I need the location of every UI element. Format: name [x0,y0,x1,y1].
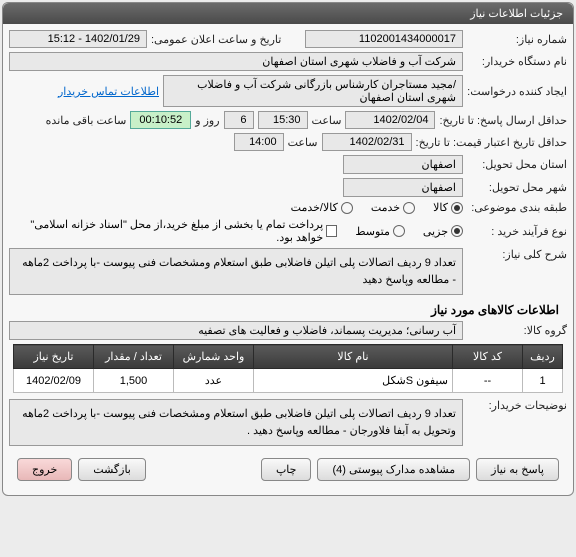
need-desc-label: شرح کلی نیاز: [467,248,567,261]
checkbox-label: پرداخت تمام یا بخشی از مبلغ خرید،از محل … [9,218,323,244]
checkbox-icon [326,225,337,237]
cell-date: 1402/02/09 [14,369,94,393]
cell-qty: 1,500 [94,369,174,393]
remaining-label: ساعت باقی مانده [46,114,127,127]
city-field: اصفهان [343,178,463,197]
radio-khadamat-label: خدمت [371,201,400,214]
days-label: روز و [195,114,219,127]
panel-title: جزئیات اطلاعات نیاز [3,3,573,24]
province-field: اصفهان [343,155,463,174]
th-code: کد کالا [453,345,523,369]
need-no-label: شماره نیاز: [467,33,567,46]
deadline-label: حداقل ارسال پاسخ: تا تاریخ: [439,114,567,127]
deadline-date: 1402/02/04 [345,111,435,129]
validity-time: 14:00 [234,133,284,151]
announce-field: 1402/01/29 - 15:12 [9,30,147,48]
radio-dot-icon [451,225,463,237]
respond-button[interactable]: پاسخ به نیاز [476,458,559,481]
radio-dot-icon [393,225,405,237]
attachments-button[interactable]: مشاهده مدارک پیوستی (4) [317,458,470,481]
radio-dot-icon [451,202,463,214]
details-panel: جزئیات اطلاعات نیاز شماره نیاز: 11020014… [2,2,574,496]
category-radios: کالا خدمت کالا/خدمت [291,201,463,214]
buy-type-radios: جزیی متوسط پرداخت تمام یا بخشی از مبلغ خ… [9,218,463,244]
radio-khadamat[interactable]: خدمت [371,201,415,214]
creator-field: /مجید مستاجران کارشناس بازرگانی شرکت آب … [163,75,463,107]
goods-section-title: اطلاعات کالاهای مورد نیاز [9,299,567,321]
table-header-row: ردیف کد کالا نام کالا واحد شمارش تعداد /… [14,345,563,369]
buy-type-label: نوع فرآیند خرید : [467,225,567,238]
th-unit: واحد شمارش [174,345,254,369]
buyer-label: نام دستگاه خریدار: [467,55,567,68]
validity-date: 1402/02/31 [322,133,412,151]
radio-kala-khadamat[interactable]: کالا/خدمت [291,201,353,214]
time-label-2: ساعت [288,136,318,149]
buyer-note: تعداد 9 ردیف اتصالات پلی اتیلن فاضلابی ط… [9,399,463,446]
radio-kala[interactable]: کالا [433,201,463,214]
radio-middle-label: متوسط [355,225,390,238]
th-date: تاریخ نیاز [14,345,94,369]
countdown: 00:10:52 [130,111,191,129]
buyer-field: شرکت آب و فاضلاب شهری استان اصفهان [9,52,463,71]
th-qty: تعداد / مقدار [94,345,174,369]
goods-group-label: گروه کالا: [467,324,567,337]
radio-dot-icon [341,202,353,214]
province-label: استان محل تحویل: [467,158,567,171]
validity-label: حداقل تاریخ اعتبار قیمت: تا تاریخ: [416,136,567,149]
cell-name: سیفون Sشکل [254,369,453,393]
radio-partial-label: جزیی [423,225,448,238]
radio-kk-label: کالا/خدمت [291,201,338,214]
cell-unit: عدد [174,369,254,393]
goods-table: ردیف کد کالا نام کالا واحد شمارش تعداد /… [13,344,563,393]
radio-kala-label: کالا [433,201,448,214]
creator-label: ایجاد کننده درخواست: [467,85,567,98]
goods-table-wrap: ردیف کد کالا نام کالا واحد شمارش تعداد /… [9,344,567,393]
cell-code: -- [453,369,523,393]
need-no-field: 1102001434000017 [305,30,463,48]
radio-middle[interactable]: متوسط [355,225,405,238]
panel-body: شماره نیاز: 1102001434000017 تاریخ و ساع… [3,24,573,495]
exit-button[interactable]: خروج [17,458,72,481]
th-name: نام کالا [254,345,453,369]
checkbox-payment[interactable]: پرداخت تمام یا بخشی از مبلغ خرید،از محل … [9,218,337,244]
time-label-1: ساعت [312,114,342,127]
cell-row: 1 [523,369,563,393]
announce-label: تاریخ و ساعت اعلان عمومی: [151,33,281,46]
radio-partial[interactable]: جزیی [423,225,463,238]
goods-group-field: آب رسانی؛ مدیریت پسماند، فاضلاب و فعالیت… [9,321,463,340]
button-row: پاسخ به نیاز مشاهده مدارک پیوستی (4) چاپ… [9,450,567,489]
deadline-time: 15:30 [258,111,308,129]
back-button[interactable]: بازگشت [78,458,146,481]
days-field: 6 [224,111,254,129]
th-row: ردیف [523,345,563,369]
print-button[interactable]: چاپ [261,458,312,481]
city-label: شهر محل تحویل: [467,181,567,194]
buyer-note-label: نوضیحات خریدار: [467,399,567,412]
contact-link[interactable]: اطلاعات تماس خریدار [58,85,159,98]
category-label: طبقه بندی موضوعی: [467,201,567,214]
need-desc: تعداد 9 ردیف اتصالات پلی اتیلن فاضلابی ط… [9,248,463,295]
radio-dot-icon [403,202,415,214]
table-row[interactable]: 1 -- سیفون Sشکل عدد 1,500 1402/02/09 [14,369,563,393]
